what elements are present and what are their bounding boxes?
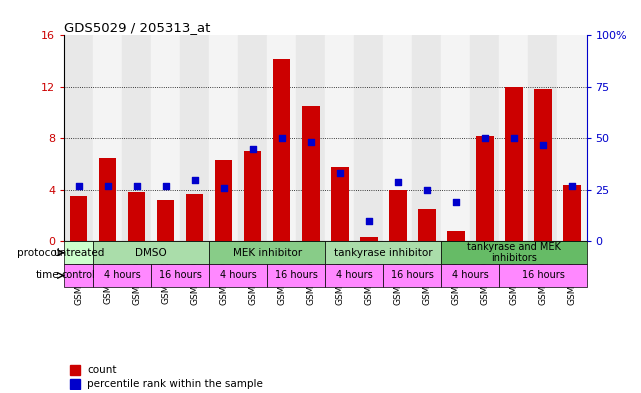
Bar bbox=[128, 193, 146, 241]
Bar bbox=[151, 35, 180, 241]
Bar bbox=[360, 237, 378, 241]
Text: 4 hours: 4 hours bbox=[220, 270, 256, 281]
Text: 16 hours: 16 hours bbox=[522, 270, 565, 281]
Bar bbox=[93, 264, 151, 287]
Bar bbox=[505, 87, 522, 241]
Text: 4 hours: 4 hours bbox=[452, 270, 489, 281]
Bar bbox=[122, 35, 151, 241]
Point bbox=[509, 135, 519, 141]
Text: tankyrase and MEK
inhibitors: tankyrase and MEK inhibitors bbox=[467, 242, 561, 263]
Point bbox=[480, 135, 490, 141]
Point bbox=[103, 183, 113, 189]
Bar bbox=[64, 35, 93, 241]
Bar bbox=[470, 35, 499, 241]
Point bbox=[131, 183, 142, 189]
Text: DMSO: DMSO bbox=[135, 248, 167, 258]
Bar bbox=[331, 167, 349, 241]
Bar bbox=[70, 196, 87, 241]
Bar bbox=[326, 35, 354, 241]
Bar bbox=[447, 231, 465, 241]
Text: 4 hours: 4 hours bbox=[104, 270, 140, 281]
Text: count: count bbox=[87, 365, 117, 375]
Point bbox=[393, 178, 403, 185]
Text: GDS5029 / 205313_at: GDS5029 / 205313_at bbox=[64, 21, 210, 34]
Bar bbox=[99, 158, 117, 241]
Bar bbox=[151, 264, 209, 287]
Point bbox=[451, 199, 461, 205]
Bar bbox=[326, 241, 442, 264]
Bar bbox=[354, 35, 383, 241]
Text: MEK inhibitor: MEK inhibitor bbox=[233, 248, 302, 258]
Bar bbox=[499, 35, 528, 241]
Bar bbox=[326, 264, 383, 287]
Text: untreated: untreated bbox=[53, 248, 104, 258]
Text: 16 hours: 16 hours bbox=[159, 270, 202, 281]
Bar bbox=[296, 35, 325, 241]
Bar bbox=[412, 35, 442, 241]
Text: protocol: protocol bbox=[17, 248, 60, 258]
Point bbox=[567, 183, 577, 189]
Bar bbox=[64, 241, 93, 264]
Bar bbox=[186, 194, 203, 241]
Text: 16 hours: 16 hours bbox=[391, 270, 434, 281]
Bar bbox=[389, 190, 406, 241]
Bar bbox=[383, 264, 442, 287]
Bar bbox=[442, 35, 470, 241]
Bar bbox=[442, 241, 587, 264]
Text: tankyrase inhibitor: tankyrase inhibitor bbox=[334, 248, 433, 258]
Bar bbox=[215, 160, 233, 241]
Bar bbox=[476, 136, 494, 241]
Bar bbox=[238, 35, 267, 241]
Bar bbox=[209, 264, 267, 287]
Bar bbox=[442, 264, 499, 287]
Point bbox=[247, 145, 258, 152]
Text: 4 hours: 4 hours bbox=[336, 270, 372, 281]
Bar bbox=[157, 200, 174, 241]
Point bbox=[277, 135, 287, 141]
Bar bbox=[499, 264, 587, 287]
Bar bbox=[70, 379, 80, 389]
Bar bbox=[93, 241, 209, 264]
Bar bbox=[302, 106, 319, 241]
Bar bbox=[244, 151, 262, 241]
Point bbox=[190, 176, 200, 183]
Point bbox=[363, 218, 374, 224]
Bar bbox=[558, 35, 587, 241]
Bar bbox=[418, 209, 436, 241]
Bar bbox=[209, 35, 238, 241]
Text: 16 hours: 16 hours bbox=[275, 270, 318, 281]
Bar bbox=[267, 264, 325, 287]
Bar bbox=[209, 241, 326, 264]
Bar bbox=[64, 264, 93, 287]
Bar bbox=[93, 35, 122, 241]
Point bbox=[160, 183, 171, 189]
Text: control: control bbox=[62, 270, 96, 281]
Bar bbox=[528, 35, 558, 241]
Bar bbox=[70, 365, 80, 375]
Point bbox=[538, 141, 548, 148]
Text: time: time bbox=[36, 270, 60, 281]
Point bbox=[306, 139, 316, 145]
Bar bbox=[563, 185, 581, 241]
Text: percentile rank within the sample: percentile rank within the sample bbox=[87, 379, 263, 389]
Point bbox=[335, 170, 345, 176]
Bar bbox=[267, 35, 296, 241]
Bar bbox=[534, 90, 552, 241]
Bar bbox=[180, 35, 209, 241]
Bar bbox=[273, 59, 290, 241]
Point bbox=[219, 185, 229, 191]
Point bbox=[422, 187, 432, 193]
Point bbox=[74, 183, 84, 189]
Bar bbox=[383, 35, 412, 241]
